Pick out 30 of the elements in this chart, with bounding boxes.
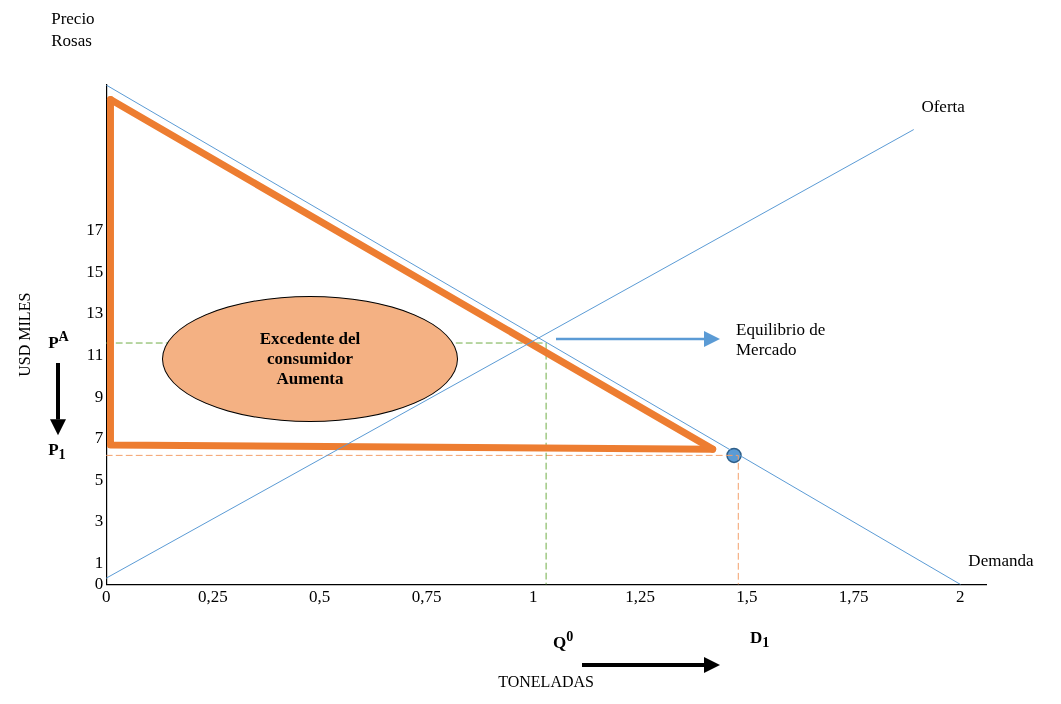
text: Q$^{0}$: [553, 628, 574, 653]
annotation: P$^{A}$: [48, 328, 69, 353]
y-tick-label: 5: [94, 469, 104, 489]
annotation: P$_{1}$: [48, 440, 66, 464]
x-tick-label: 1,25: [625, 587, 655, 607]
ellipse-callout: Excedente del consumidor Aumenta: [162, 296, 458, 422]
series-label: Oferta: [921, 96, 966, 116]
y-tick-label: 3: [94, 511, 104, 531]
x-axis-title: TONELADAS: [498, 672, 594, 690]
x-tick-label: 1,75: [838, 587, 869, 607]
y-tick-label: 17: [86, 220, 104, 240]
y-tick-label: 7: [94, 428, 104, 448]
y-tick-label: 15: [86, 261, 104, 281]
x-tick-label: 2: [956, 587, 965, 607]
x-tick-label: 0,25: [198, 587, 228, 607]
x-tick-label: 0,5: [309, 587, 331, 607]
text: Precio Rosas: [51, 8, 96, 52]
text: D$_{1}$: [750, 628, 770, 652]
y-tick-label: 13: [86, 303, 104, 323]
series-label: Demanda: [968, 551, 1034, 571]
annotation: Excedente del consumidor Aumenta: [258, 329, 362, 389]
y-tick-label: 0: [94, 573, 104, 593]
x-tick-label: 0,75: [411, 587, 442, 607]
annotation: Equilibrio de Mercado: [736, 320, 827, 360]
y-tick-label: 9: [94, 386, 104, 406]
x-tick-label: 1: [529, 587, 538, 607]
y-tick-label: 1: [94, 553, 104, 573]
y-axis-title: USD MILES: [15, 292, 33, 377]
x-tick-label: 1,5: [736, 587, 758, 607]
y-tick-label: 11: [86, 344, 104, 364]
